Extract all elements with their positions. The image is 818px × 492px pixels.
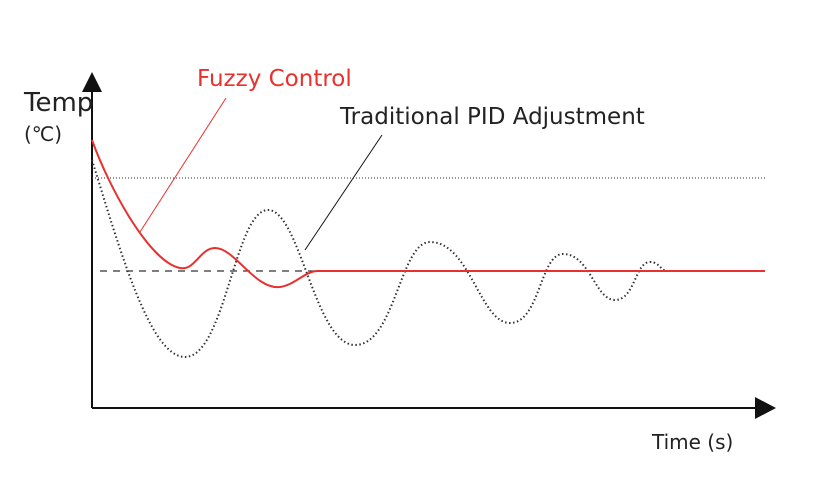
y-axis-arrow xyxy=(82,72,102,92)
fuzzy-control-label: Fuzzy Control xyxy=(197,66,352,92)
pid-label: Traditional PID Adjustment xyxy=(340,104,645,130)
x-axis-arrow xyxy=(755,397,776,419)
pid-curve xyxy=(91,159,669,359)
fuzzy-leader-line xyxy=(139,97,227,233)
x-axis-label: Time (s) xyxy=(652,430,734,454)
pid-leader-line xyxy=(304,134,383,251)
y-axis-label: Temp xyxy=(24,88,94,118)
y-axis-unit: (℃) xyxy=(24,122,63,146)
fuzzy-curve xyxy=(91,139,765,289)
